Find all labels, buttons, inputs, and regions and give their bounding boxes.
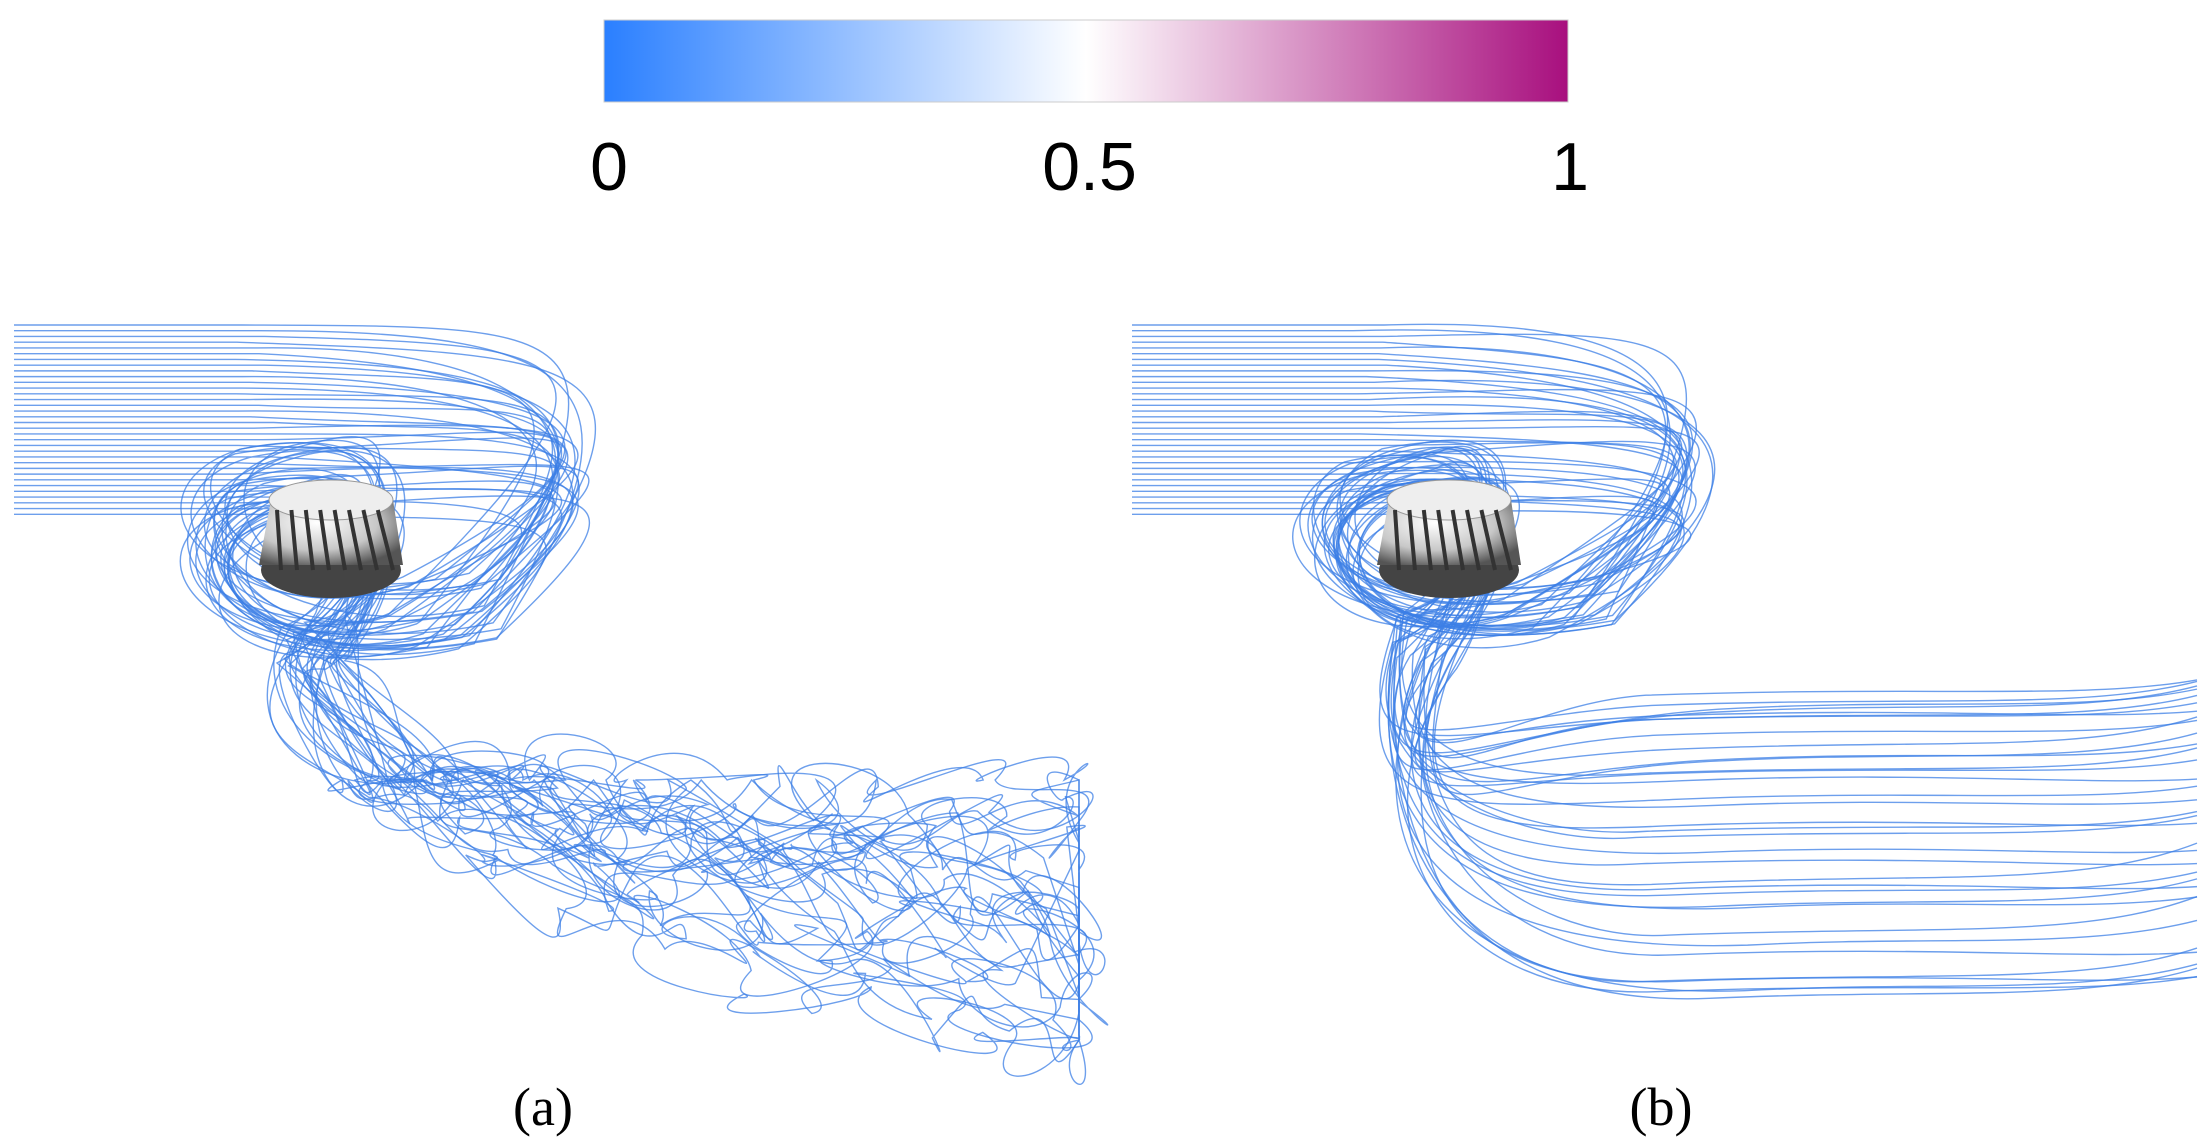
colorbar-tick-label: 0 (590, 129, 628, 205)
turbine-blade (1493, 509, 1513, 571)
streamline (14, 484, 1088, 956)
streamline (14, 511, 1080, 868)
streamline (1132, 396, 2198, 855)
turbine-blade (318, 509, 331, 571)
streamline (1132, 445, 2198, 1000)
streamline (1132, 410, 2198, 808)
streamline (1132, 426, 2198, 897)
turbine-blade (1407, 509, 1417, 571)
turbine-blade (375, 509, 395, 571)
turbine-blade (1479, 509, 1497, 571)
streamline (1132, 478, 2198, 829)
streamline (14, 465, 1080, 958)
turbine-blade (347, 509, 363, 571)
turbine-blade (289, 509, 299, 571)
panel-b (1132, 323, 2198, 1000)
panel-label: (a) (513, 1077, 573, 1137)
turbine-top (268, 479, 394, 521)
streamline (14, 398, 1080, 997)
streamline (14, 370, 1087, 1085)
turbine-blade (332, 509, 347, 571)
panel-a (14, 324, 1109, 1085)
streamline (14, 495, 1089, 946)
streamline (14, 404, 1080, 965)
turbine-blade (1393, 509, 1401, 571)
streamline (14, 450, 1080, 925)
turbine-blade (1436, 509, 1449, 571)
colorbar-tick-label: 1 (1551, 129, 1589, 205)
streamline (14, 431, 1102, 989)
turbine-blade (361, 509, 379, 571)
turbine-top (1386, 479, 1512, 521)
streamline (1132, 472, 2198, 805)
streamline (14, 375, 1080, 968)
streamline (14, 437, 1080, 851)
streamline (14, 466, 1090, 859)
turbine-blade (1421, 509, 1433, 571)
streamline (14, 461, 1080, 1052)
streamline (1132, 460, 2198, 886)
turbine-blade (275, 509, 283, 571)
turbine-blade (1450, 509, 1465, 571)
streamline (1132, 479, 2198, 796)
colorbar (603, 19, 1569, 103)
streamline (1132, 450, 2198, 992)
turbine-blade (303, 509, 315, 571)
colorbar-tick-label: 0.5 (1042, 129, 1137, 205)
streamline (14, 410, 1080, 1077)
turbine-blade (1465, 509, 1481, 571)
streamline (14, 488, 1093, 1049)
panel-label: (b) (1630, 1077, 1693, 1137)
streamline (1132, 375, 2198, 785)
streamline (14, 476, 1095, 982)
